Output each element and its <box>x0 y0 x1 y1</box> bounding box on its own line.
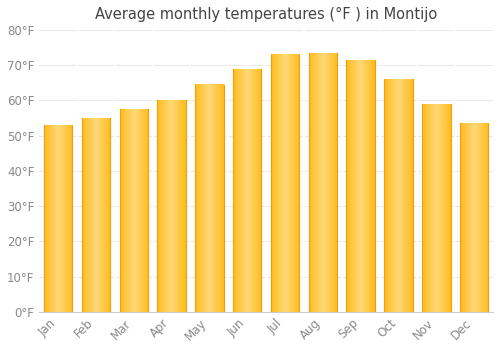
Title: Average monthly temperatures (°F ) in Montijo: Average monthly temperatures (°F ) in Mo… <box>95 7 437 22</box>
